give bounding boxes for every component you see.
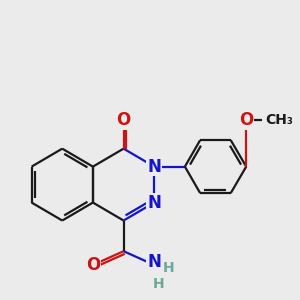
Text: H: H	[153, 277, 164, 291]
Text: O: O	[239, 111, 253, 129]
Text: O: O	[116, 111, 131, 129]
Text: N: N	[147, 253, 161, 271]
Text: N: N	[147, 194, 161, 211]
Text: N: N	[147, 158, 161, 175]
Text: CH₃: CH₃	[265, 113, 293, 127]
Text: O: O	[86, 256, 100, 274]
Text: H: H	[162, 261, 174, 275]
